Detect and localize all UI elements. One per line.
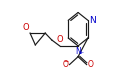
Text: O: O (23, 23, 29, 32)
Text: O: O (56, 35, 63, 44)
Text: N: N (75, 47, 81, 56)
Text: O: O (87, 60, 93, 69)
Text: N: N (89, 16, 96, 25)
Text: O: O (63, 60, 69, 69)
Text: +: + (78, 50, 83, 55)
Text: −: − (64, 58, 69, 63)
